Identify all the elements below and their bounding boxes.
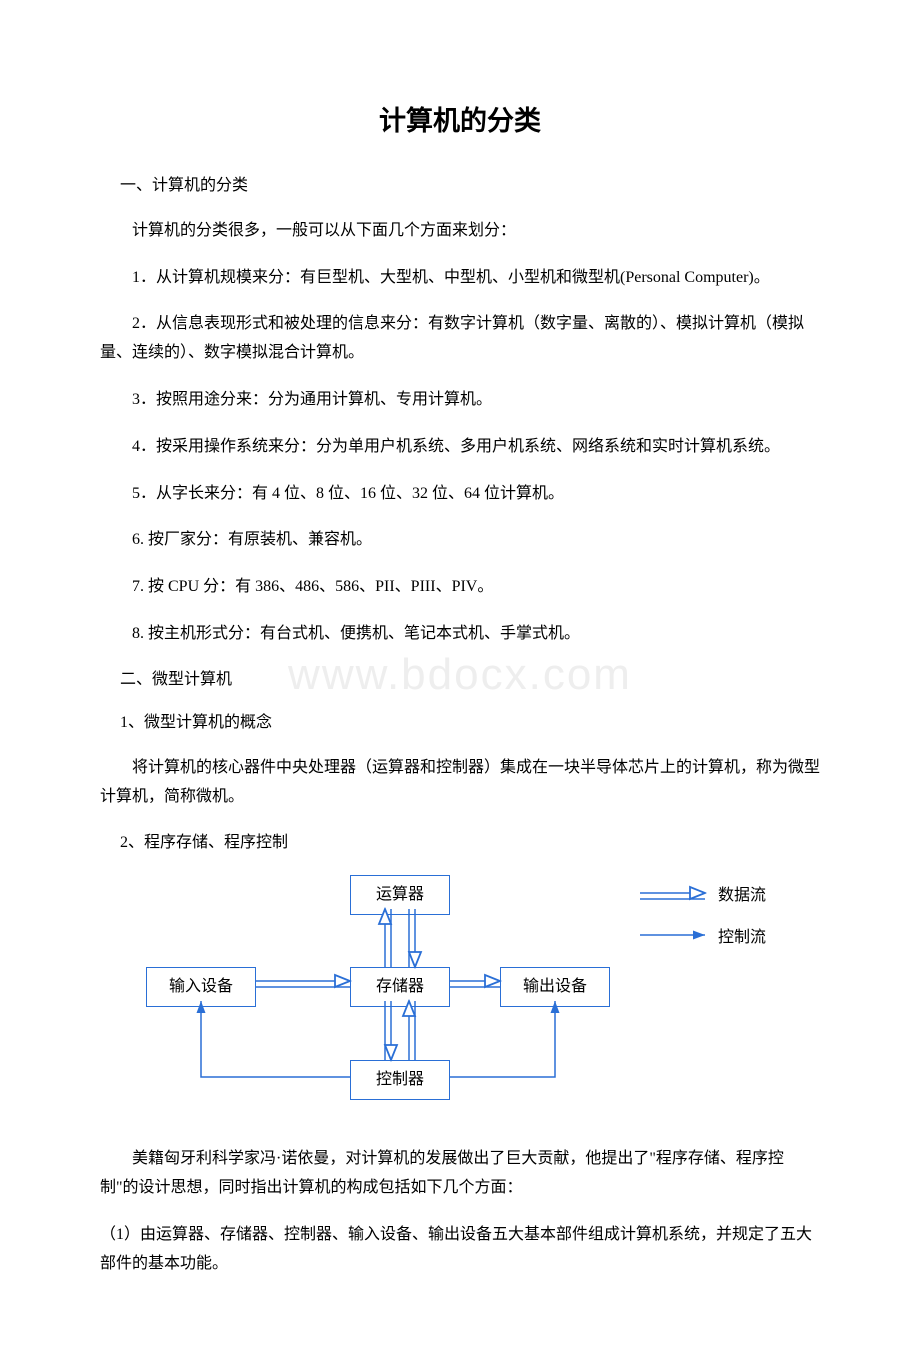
diagram-node-memory: 存储器 [350,967,450,1007]
section1-item-1: 1．从计算机规模来分：有巨型机、大型机、中型机、小型机和微型机(Personal… [100,264,820,293]
document-content: 计算机的分类 一、计算机的分类 计算机的分类很多，一般可以从下面几个方面来划分：… [100,100,820,1278]
section2-sub2-heading: 2、程序存储、程序控制 [120,830,820,856]
von-neumann-diagram: 运算器输入设备 存储器 输出设备控制器 数据流控制流 [100,875,820,1115]
diagram-node-output: 输出设备 [500,967,610,1007]
section1-item-5: 5．从字长来分：有 4 位、8 位、16 位、32 位、64 位计算机。 [100,480,820,509]
section2-sub1-text: 将计算机的核心器件中央处理器（运算器和控制器）集成在一块半导体芯片上的计算机，称… [100,754,820,812]
after-diagram-p2: （1）由运算器、存储器、控制器、输入设备、输出设备五大基本部件组成计算机系统，并… [100,1221,820,1279]
section1-item-6: 6. 按厂家分：有原装机、兼容机。 [100,526,820,555]
section1-heading: 一、计算机的分类 [120,173,820,199]
after-diagram-p1: 美籍匈牙利科学家冯·诺依曼，对计算机的发展做出了巨大贡献，他提出了"程序存储、程… [100,1145,820,1203]
diagram-node-controller: 控制器 [350,1060,450,1100]
diagram-node-input: 输入设备 [146,967,256,1007]
section1-item-3: 3．按照用途分来：分为通用计算机、专用计算机。 [100,386,820,415]
section1-item-8: 8. 按主机形式分：有台式机、便携机、笔记本式机、手掌式机。 [100,620,820,649]
section1-item-2: 2．从信息表现形式和被处理的信息来分：有数字计算机（数字量、离散的）、模拟计算机… [100,310,820,368]
page-title: 计算机的分类 [100,100,820,143]
diagram-node-alu: 运算器 [350,875,450,915]
section1-intro: 计算机的分类很多，一般可以从下面几个方面来划分： [100,217,820,246]
section2-heading: 二、微型计算机 [120,667,820,693]
legend-controlflow: 控制流 [718,925,766,951]
section1-item-4: 4．按采用操作系统来分：分为单用户机系统、多用户机系统、网络系统和实时计算机系统… [100,433,820,462]
section1-item-7: 7. 按 CPU 分：有 386、486、586、PII、PIII、PIV。 [100,573,820,602]
section2-sub1-heading: 1、微型计算机的概念 [120,710,820,736]
legend-dataflow: 数据流 [718,883,766,909]
